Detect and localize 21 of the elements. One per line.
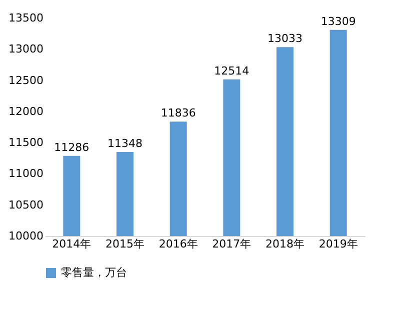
y-tick-label: 13500 [8,12,44,24]
x-tick-label: 2019年 [318,238,358,250]
data-label: 11836 [160,106,196,120]
data-label: 12514 [214,64,250,78]
data-label: 11348 [108,137,142,150]
data-label: 11286 [54,140,90,154]
y-tick-label: 11500 [8,136,44,150]
y-tick-label: 10000 [8,230,44,242]
y-tick-label: 10500 [8,198,44,212]
x-tick-label: 2018年 [266,238,304,250]
y-tick-label: 12000 [8,104,44,118]
y-tick-label: 12500 [8,74,44,87]
y-tick-label: 13000 [8,42,44,56]
x-tick-label: 2015年 [106,238,144,250]
x-tick-label: 2014年 [52,238,92,250]
legend-label: 零售量，万台 [61,266,127,279]
x-tick-label: 2017年 [212,238,252,250]
y-tick-label: 11000 [8,167,44,180]
x-tick-label: 2016年 [158,238,198,250]
data-label: 13309 [320,14,356,28]
data-label: 13033 [268,32,302,46]
